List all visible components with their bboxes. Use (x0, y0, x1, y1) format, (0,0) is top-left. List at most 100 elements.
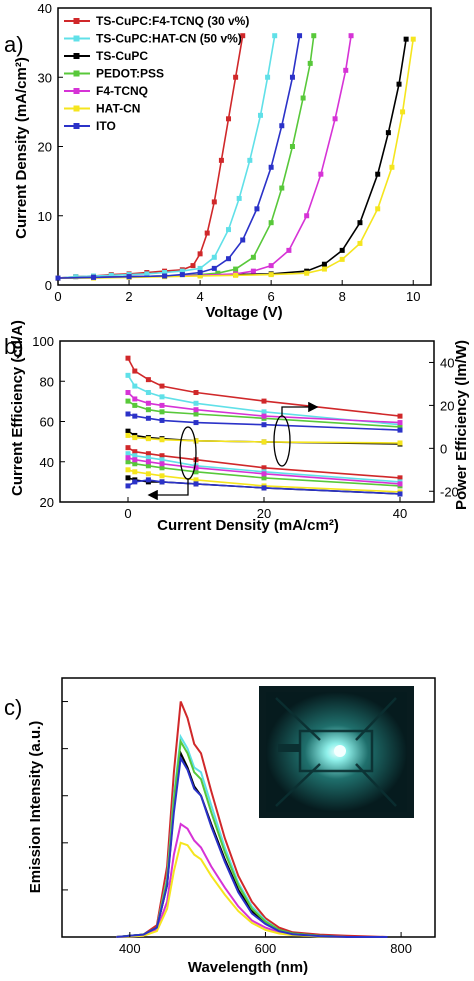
a-series-hat-cn-point (197, 273, 203, 279)
a-series-ts-cupc-f4-tcnq-30-v-point (204, 230, 210, 236)
a-series-ts-cupc-point (357, 220, 363, 226)
a-series-hat-cn-point (321, 266, 327, 272)
a-series-ts-cupc-f4-tcnq-30-v-point (211, 199, 217, 205)
a-series-f4-tcnq-point (332, 116, 338, 122)
b-current-series-pedot-pss-point (145, 463, 151, 469)
a-series-ts-cupc-hat-cn-50-v-point (236, 195, 242, 201)
a-series-f4-tcnq-point (318, 171, 324, 177)
a-series-hat-cn-point (268, 272, 274, 278)
a-series-f4-tcnq-point (348, 33, 354, 39)
a-series-f4-tcnq-point (343, 67, 349, 73)
b-current-series-ito-point (261, 485, 267, 491)
panel-a-label: a) (4, 32, 24, 57)
b-power-series-ts-cupc-f4-tcnq-30-v-point (397, 413, 403, 419)
b-power-series-hat-cn-point (159, 437, 165, 443)
a-series-ts-cupc-point (385, 130, 391, 136)
panel-a-plot-area (55, 33, 416, 281)
a-legend-entry-f4-tcnq: F4-TCNQ (96, 84, 148, 98)
b-current-axis-arrow (147, 479, 189, 501)
a-series-ts-cupc-hat-cn-50-v-point (272, 33, 278, 39)
panel-b: b) 0 20 40 20 40 60 80 100 -20 0 20 40 Current Dens… (4, 320, 470, 534)
a-series-ts-cupc-hat-cn-50-v-point (179, 268, 185, 274)
b-power-series-pedot-pss-point (145, 407, 151, 413)
panel-a: a) TS-CuPC:F4-TCNQ (30 v%) TS-CuPC:HAT-CN… (4, 1, 432, 321)
b-power-series-f4-tcnq-point (159, 402, 165, 408)
panel-a-y-axis-title: Current Density (mA/cm²) (13, 57, 30, 239)
a-series-ts-cupc-point (396, 81, 402, 87)
a-series-ts-cupc-hat-cn-50-v-point (257, 112, 263, 118)
a-series-ito-point (126, 274, 132, 280)
panel-c-y-axis-title: Emission Intensity (a.u.) (27, 721, 44, 894)
b-y2-tick-label: 40 (440, 355, 454, 370)
b-current-series-pedot-pss-point (125, 459, 131, 465)
b-power-series-hat-cn-point (261, 439, 267, 445)
b-current-series-ts-cupc-f4-tcnq-30-v-point (145, 451, 151, 457)
a-series-ts-cupc-f4-tcnq-30-v-point (240, 33, 246, 39)
b-power-series-ts-cupc-f4-tcnq-30-v-point (145, 377, 151, 383)
b-y-tick-label: 60 (40, 415, 54, 430)
b-current-series-ts-cupc-point (125, 475, 131, 481)
a-series-ito-point (289, 74, 295, 80)
b-current-series-ts-cupc-hat-cn-50-v-point (159, 457, 165, 463)
b-current-series-ito-point (145, 477, 151, 483)
c-x-tick-label: 600 (255, 941, 277, 956)
a-series-ts-cupc-f4-tcnq-30-v-point (190, 263, 196, 269)
b-power-series-ito-point (159, 417, 165, 423)
device-photo-icon (259, 686, 414, 818)
panel-a-x-axis-title: Voltage (V) (205, 304, 282, 321)
b-y-tick-label: 20 (40, 495, 54, 510)
c-x-tick-label: 800 (390, 941, 412, 956)
a-series-hat-cn-point (233, 272, 239, 278)
a-series-ts-cupc-hat-cn-50-v-point (108, 272, 114, 278)
a-series-ito-point (268, 164, 274, 170)
b-power-series-f4-tcnq-point (397, 420, 403, 426)
a-legend-entry-ts-cupc: TS-CuPC (96, 49, 148, 63)
b-power-series-ts-cupc-hat-cn-50-v-point (125, 372, 131, 378)
a-series-ito-point (197, 270, 203, 276)
a-series-ts-cupc-f4-tcnq-30-v-point (218, 157, 224, 163)
a-x-tick-label: 0 (54, 289, 61, 304)
b-power-series-ts-cupc-hat-cn-50-v-point (261, 409, 267, 415)
a-legend-entry-pedot-pss: PEDOT:PSS (96, 67, 164, 81)
b-y2-tick-label: -20 (440, 484, 459, 499)
b-power-series-ito-point (145, 415, 151, 421)
b-power-series-f4-tcnq-point (261, 413, 267, 419)
a-series-ts-cupc-point (321, 261, 327, 267)
b-current-series-pedot-pss-point (193, 469, 199, 475)
panel-b-x-axis-title: Current Density (mA/cm²) (157, 517, 339, 534)
a-series-f4-tcnq-point (250, 268, 256, 274)
a-series-ts-cupc-hat-cn-50-v-point (226, 227, 232, 233)
a-series-pedot-pss-point (307, 60, 313, 66)
panel-c: c) 400 600 800 (4, 677, 436, 976)
b-power-series-pedot-pss-point (159, 409, 165, 415)
c-series-ito-line (116, 755, 388, 938)
a-legend-swatch-marker (73, 88, 80, 94)
b-y2-tick-label: 0 (440, 441, 447, 456)
b-power-series-f4-tcnq-point (145, 400, 151, 406)
a-series-hat-cn-point (357, 240, 363, 246)
b-power-series-ts-cupc-f4-tcnq-30-v-point (125, 355, 131, 361)
b-current-series-f4-tcnq-point (125, 455, 131, 461)
c-x-tick-label: 400 (119, 941, 141, 956)
b-power-series-hat-cn-point (145, 436, 151, 442)
a-legend-swatch-marker (73, 53, 80, 59)
a-series-ito-point (91, 274, 97, 280)
a-x-tick-label: 8 (339, 289, 346, 304)
a-legend-swatch-marker (73, 123, 80, 129)
a-series-ts-cupc-f4-tcnq-30-v-point (197, 251, 203, 257)
b-power-series-ts-cupc-point (125, 428, 131, 434)
panel-c-label: c) (4, 695, 22, 720)
b-power-series-ts-cupc-hat-cn-50-v-point (132, 383, 138, 389)
b-current-series-pedot-pss-point (261, 475, 267, 481)
a-series-f4-tcnq-point (286, 247, 292, 253)
a-series-pedot-pss-point (300, 95, 306, 101)
b-power-series-ito-point (193, 420, 199, 426)
b-current-series-ito-point (397, 491, 403, 497)
b-power-series-hat-cn-point (132, 435, 138, 441)
a-series-ito-point (297, 33, 303, 39)
panel-a-ticks: 0 2 4 6 8 10 0 10 20 30 40 (38, 1, 421, 304)
b-power-series-hat-cn-point (193, 438, 199, 444)
panel-b-annotations (147, 401, 319, 501)
a-series-ts-cupc-hat-cn-50-v-point (144, 271, 150, 277)
b-current-series-f4-tcnq-point (193, 465, 199, 471)
